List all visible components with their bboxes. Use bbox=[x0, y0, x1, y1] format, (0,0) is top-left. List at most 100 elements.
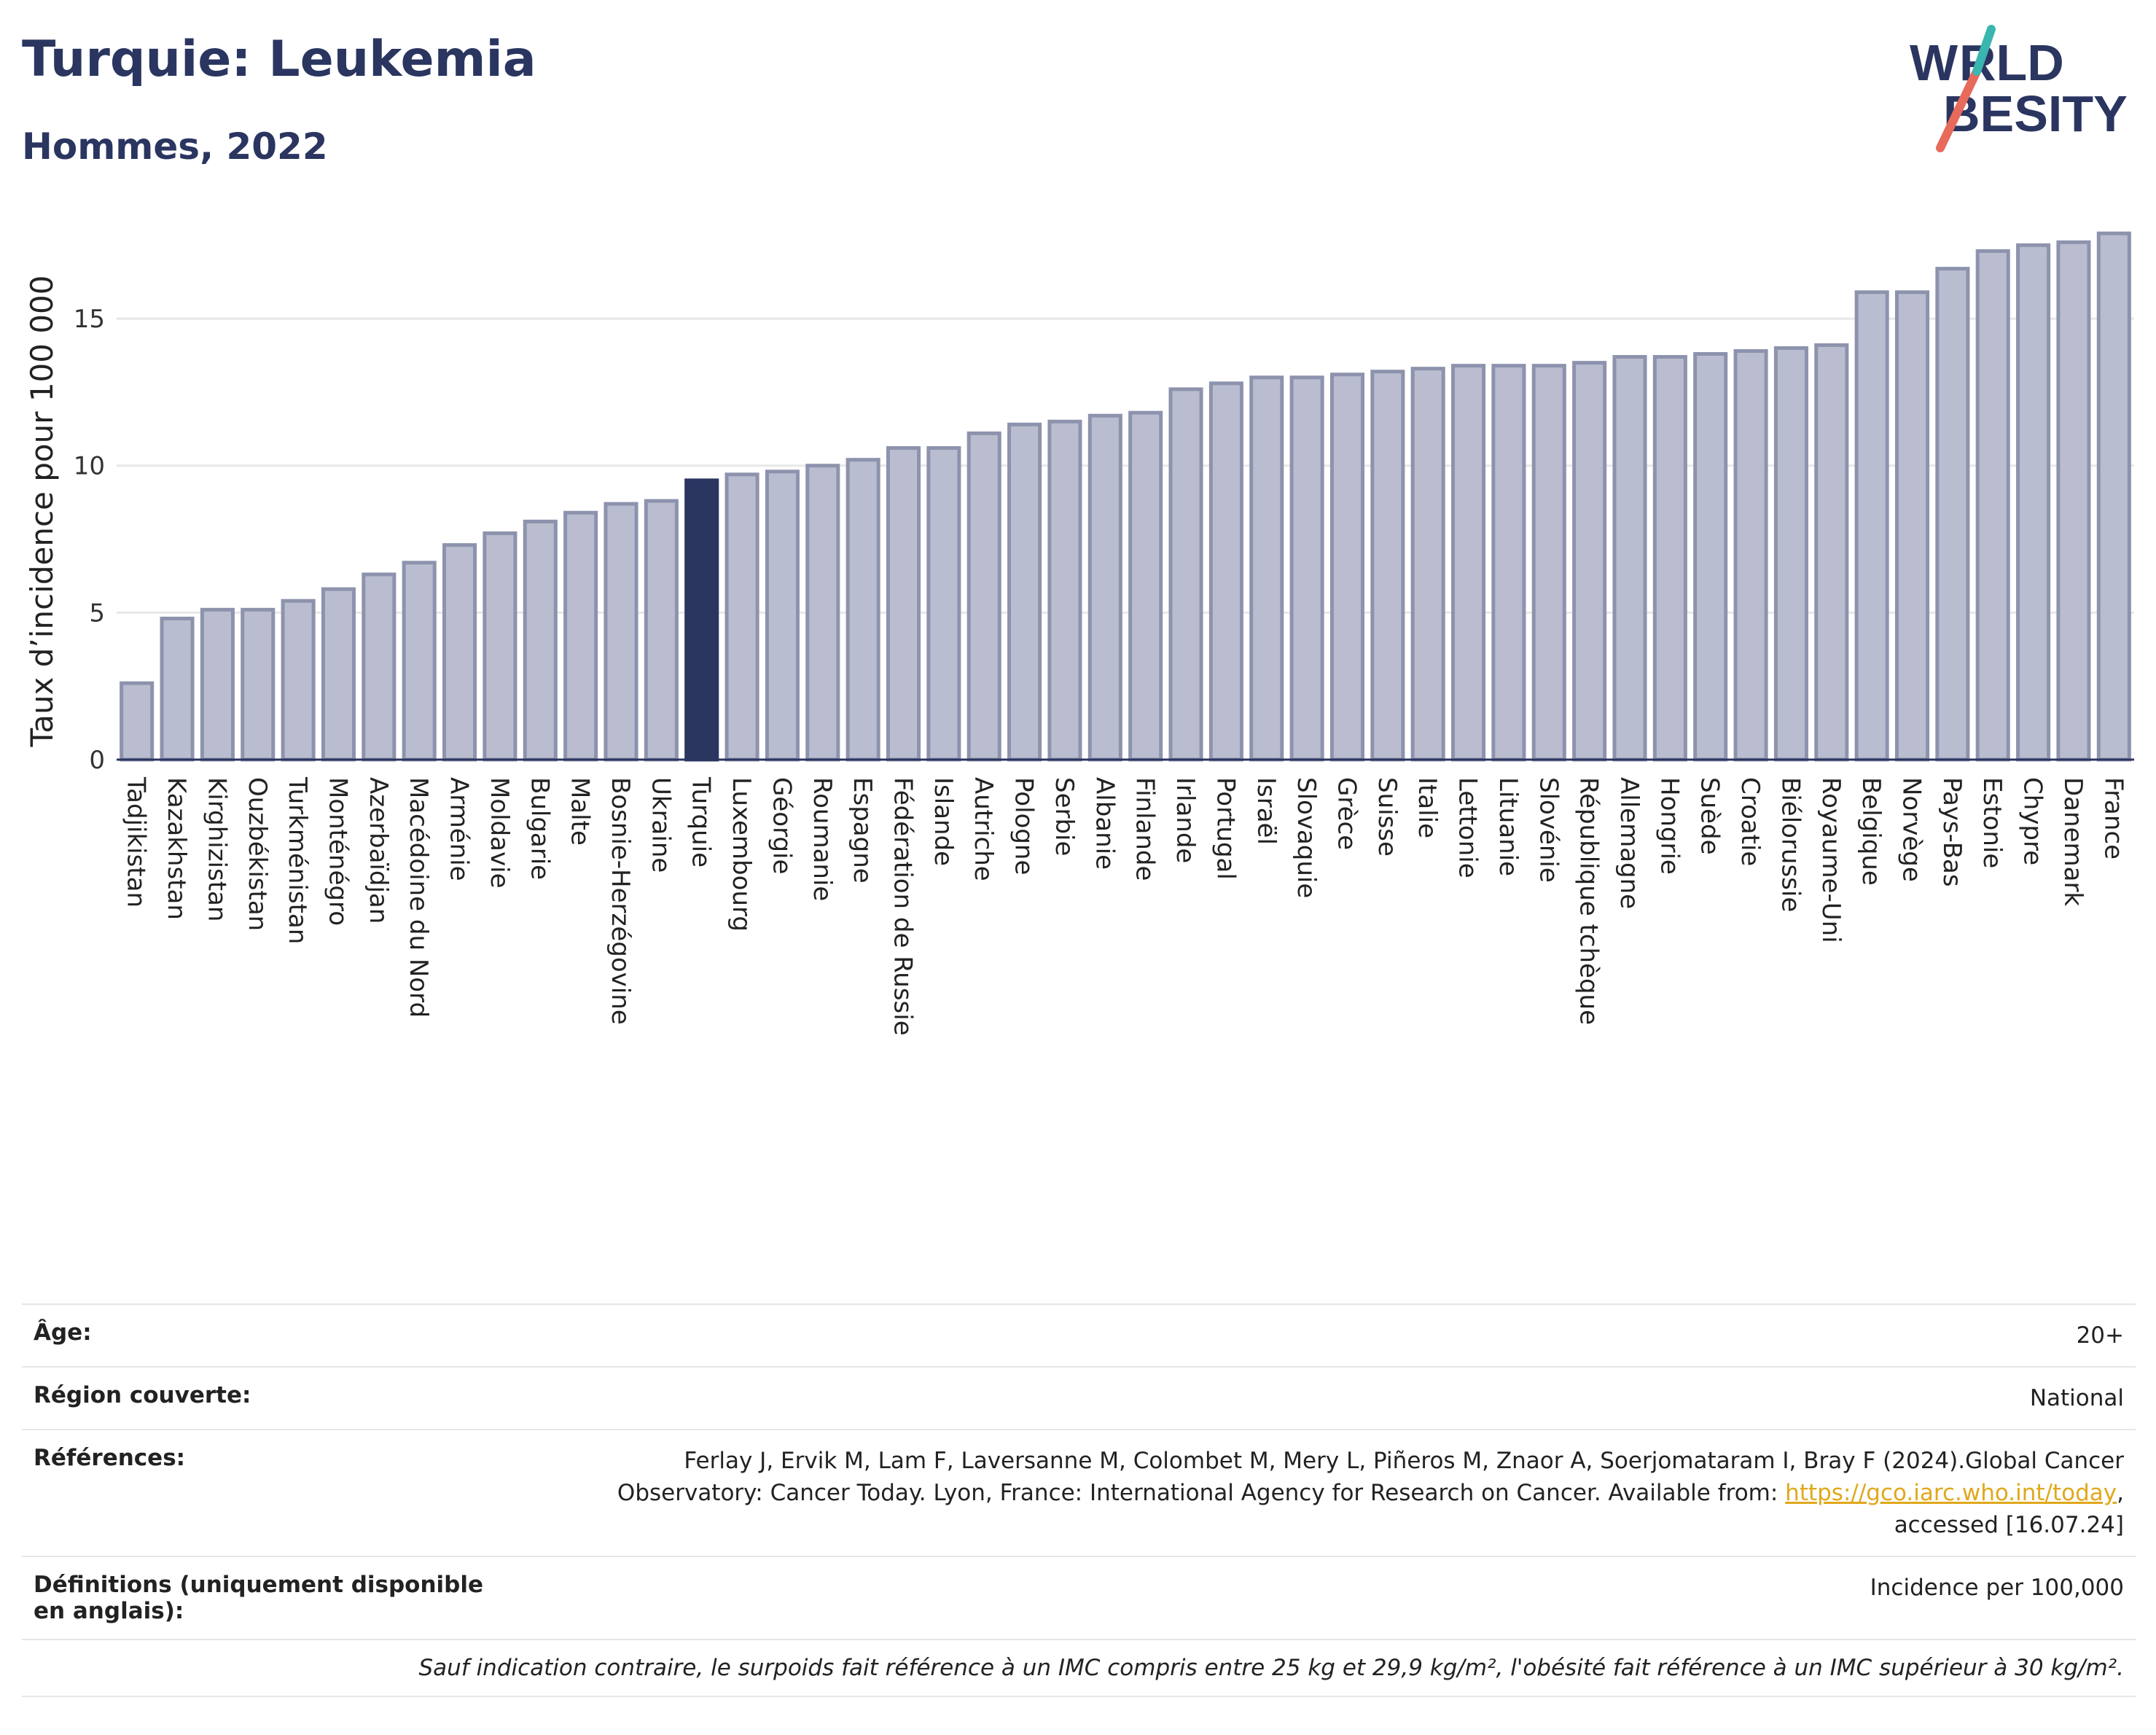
bar-1 bbox=[160, 616, 195, 762]
bar-36 bbox=[1572, 361, 1607, 762]
x-tick-label: Albanie bbox=[1090, 777, 1119, 870]
bar-12 bbox=[604, 502, 638, 762]
bar-14 bbox=[684, 478, 719, 762]
x-tick-label: Moldavie bbox=[485, 777, 514, 889]
x-tick-label: Espagne bbox=[848, 777, 877, 884]
x-tick-label: Belgique bbox=[1856, 777, 1886, 886]
x-tick-label: Serbie bbox=[1050, 777, 1079, 856]
bar-15 bbox=[724, 472, 759, 762]
x-tick-label: Irlande bbox=[1171, 777, 1200, 863]
bar-22 bbox=[1007, 422, 1042, 762]
bar-10 bbox=[523, 519, 558, 762]
bar-20 bbox=[926, 446, 961, 762]
meta-row-age: Âge: 20+ bbox=[22, 1303, 2136, 1367]
x-tick-label: Malte bbox=[566, 777, 595, 846]
x-tick-label: Ouzbékistan bbox=[243, 777, 272, 931]
bar-0 bbox=[120, 681, 155, 762]
footnote: Sauf indication contraire, le surpoids f… bbox=[22, 1639, 2136, 1697]
bar-39 bbox=[1693, 352, 1728, 762]
x-axis-labels: Tadjikistan Kazakhstan Kirghizistan Ouzbéki… bbox=[122, 776, 2128, 1036]
bar-17 bbox=[805, 464, 840, 762]
y-tick-label: 0 bbox=[89, 746, 105, 775]
age-value: 20+ bbox=[526, 1303, 2136, 1367]
bar-46 bbox=[1975, 249, 2010, 762]
x-tick-label: Biélorussie bbox=[1776, 777, 1805, 912]
x-tick-label: Turquie bbox=[687, 776, 716, 868]
x-tick-label: Hongrie bbox=[1655, 777, 1684, 875]
bar-16 bbox=[765, 469, 800, 762]
x-tick-label: Chypre bbox=[2018, 777, 2047, 865]
bar-30 bbox=[1329, 373, 1365, 762]
x-tick-label: Tadjikistan bbox=[122, 776, 151, 908]
references-value: Ferlay J, Ervik M, Lam F, Laversanne M, … bbox=[526, 1429, 2136, 1556]
bar-48 bbox=[2056, 240, 2091, 762]
svg-text:W: W bbox=[1910, 34, 1958, 91]
x-tick-label: Suisse bbox=[1372, 777, 1402, 857]
bar-6 bbox=[362, 572, 397, 762]
y-tick-label: 15 bbox=[74, 305, 105, 334]
bar-44 bbox=[1894, 290, 1930, 762]
x-tick-label: Slovaquie bbox=[1292, 777, 1321, 898]
x-tick-label: Finlande bbox=[1130, 777, 1160, 881]
bar-40 bbox=[1733, 348, 1768, 762]
bar-18 bbox=[845, 458, 880, 762]
bar-4 bbox=[281, 599, 316, 762]
x-tick-label: Suède bbox=[1695, 777, 1725, 855]
x-tick-label: Macédoine du Nord bbox=[404, 777, 433, 1018]
x-tick-label: Danemark bbox=[2058, 777, 2087, 906]
bar-43 bbox=[1854, 290, 1889, 762]
x-tick-label: Slovénie bbox=[1534, 777, 1563, 883]
x-tick-label: Italie bbox=[1413, 777, 1442, 838]
x-tick-label: Lituanie bbox=[1493, 777, 1523, 876]
bars bbox=[120, 231, 2131, 762]
bar-49 bbox=[2096, 231, 2131, 762]
x-tick-label: Allemagne bbox=[1614, 777, 1644, 909]
region-value: National bbox=[526, 1366, 2136, 1430]
x-tick-label: Monténégro bbox=[323, 777, 352, 926]
y-axis-ticks: 0 5 10 15 bbox=[74, 305, 105, 775]
x-tick-label: Autriche bbox=[969, 777, 998, 881]
bar-35 bbox=[1531, 364, 1566, 762]
x-tick-label: Portugal bbox=[1211, 777, 1240, 880]
x-tick-label: Israël bbox=[1251, 777, 1281, 845]
references-text: Ferlay J, Ervik M, Lam F, Laversanne M, … bbox=[617, 1448, 2124, 1506]
bar-29 bbox=[1289, 375, 1324, 762]
x-tick-label: France bbox=[2098, 777, 2128, 859]
x-tick-label: Géorgie bbox=[767, 777, 796, 874]
bar-31 bbox=[1370, 370, 1405, 762]
bar-45 bbox=[1935, 267, 1970, 762]
bar-24 bbox=[1087, 413, 1122, 762]
references-label: Références: bbox=[22, 1429, 526, 1556]
x-tick-label: Kirghizistan bbox=[202, 777, 231, 921]
bar-19 bbox=[886, 446, 921, 762]
bar-32 bbox=[1410, 367, 1445, 762]
meta-row-note: Sauf indication contraire, le surpoids f… bbox=[22, 1639, 2136, 1697]
x-tick-label: Royaume-Uni bbox=[1816, 777, 1846, 943]
bar-23 bbox=[1047, 419, 1082, 762]
meta-row-references: Références: Ferlay J, Ervik M, Lam F, La… bbox=[22, 1429, 2136, 1556]
x-tick-label: Luxembourg bbox=[727, 777, 756, 932]
bar-25 bbox=[1128, 410, 1163, 762]
svg-text:BESITY: BESITY bbox=[1943, 85, 2128, 142]
x-tick-label: Islande bbox=[929, 777, 958, 866]
bar-chart: 0 5 10 15 Tadjikistan Kazakhstan Kirghizistan… bbox=[24, 231, 2134, 1036]
bar-41 bbox=[1773, 346, 1808, 762]
bar-27 bbox=[1208, 381, 1243, 762]
bar-3 bbox=[241, 607, 276, 762]
page-title: Turquie: Leukemia bbox=[22, 31, 536, 88]
y-axis-label: Taux d’incidence pour 100 000 bbox=[24, 275, 60, 747]
metadata-table: Âge: 20+ Région couverte: National Référ… bbox=[22, 1303, 2136, 1697]
x-tick-label: Roumanie bbox=[808, 777, 837, 901]
x-tick-label: Ukraine bbox=[646, 777, 675, 873]
bar-7 bbox=[402, 561, 437, 762]
bar-5 bbox=[321, 587, 356, 762]
references-link[interactable]: https://gco.iarc.who.int/today bbox=[1785, 1480, 2117, 1506]
bar-13 bbox=[644, 499, 679, 762]
x-tick-label: Lettonie bbox=[1453, 777, 1483, 878]
region-label: Région couverte: bbox=[22, 1366, 526, 1430]
bar-11 bbox=[563, 510, 598, 762]
x-tick-label: Kazakhstan bbox=[162, 777, 191, 920]
bar-8 bbox=[442, 543, 477, 762]
bar-34 bbox=[1491, 364, 1526, 762]
x-tick-label: République tchèque bbox=[1574, 777, 1604, 1025]
